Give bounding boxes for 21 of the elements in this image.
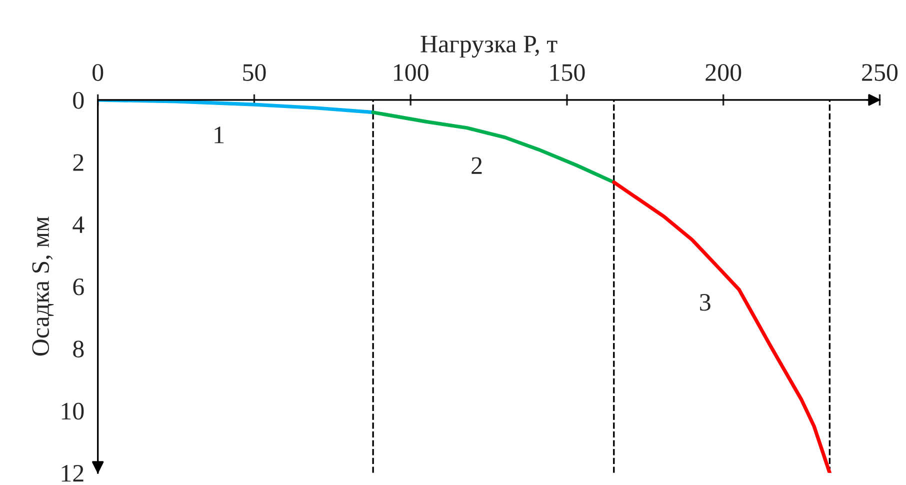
y-tick-label: 8 (73, 340, 84, 358)
x-tick-label: 150 (550, 64, 585, 81)
x-tick-label: 250 (862, 64, 898, 81)
line-series (371, 110, 616, 184)
x-tick-label: 100 (394, 64, 428, 81)
y-tick-label: 6 (73, 278, 84, 296)
x-tick-label: 200 (706, 64, 742, 81)
y-tick-label: 0 (73, 92, 84, 109)
x-tick-label: 50 (243, 64, 266, 81)
line-series (612, 180, 832, 473)
y-tick-label: 2 (73, 154, 84, 171)
y-tick-label: 10 (62, 402, 84, 420)
line-series (98, 100, 375, 114)
x-axis-title: Нагрузка P, т (420, 36, 558, 58)
x-tick-label: 0 (92, 64, 104, 81)
series-label: 3 (700, 294, 710, 311)
y-tick-label: 4 (72, 216, 84, 233)
series-label: 2 (472, 157, 482, 174)
series-label: 1 (214, 126, 224, 144)
y-tick-label: 12 (62, 464, 84, 482)
y-axis-title: Осадка S, мм (32, 216, 54, 356)
